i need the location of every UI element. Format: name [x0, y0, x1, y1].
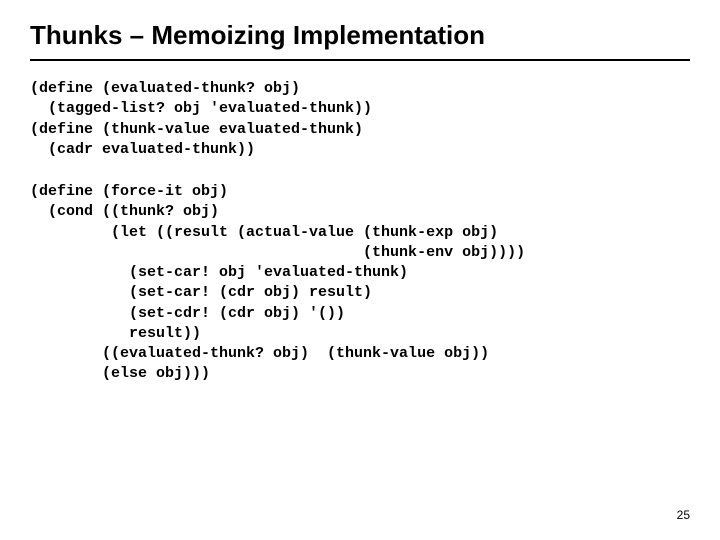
title-underline: [30, 59, 690, 61]
code-block-2: (define (force-it obj) (cond ((thunk? ob…: [30, 182, 690, 385]
page-number: 25: [677, 508, 690, 522]
slide-title: Thunks – Memoizing Implementation: [30, 20, 690, 53]
code-block-1: (define (evaluated-thunk? obj) (tagged-l…: [30, 79, 690, 160]
slide: Thunks – Memoizing Implementation (defin…: [0, 0, 720, 540]
